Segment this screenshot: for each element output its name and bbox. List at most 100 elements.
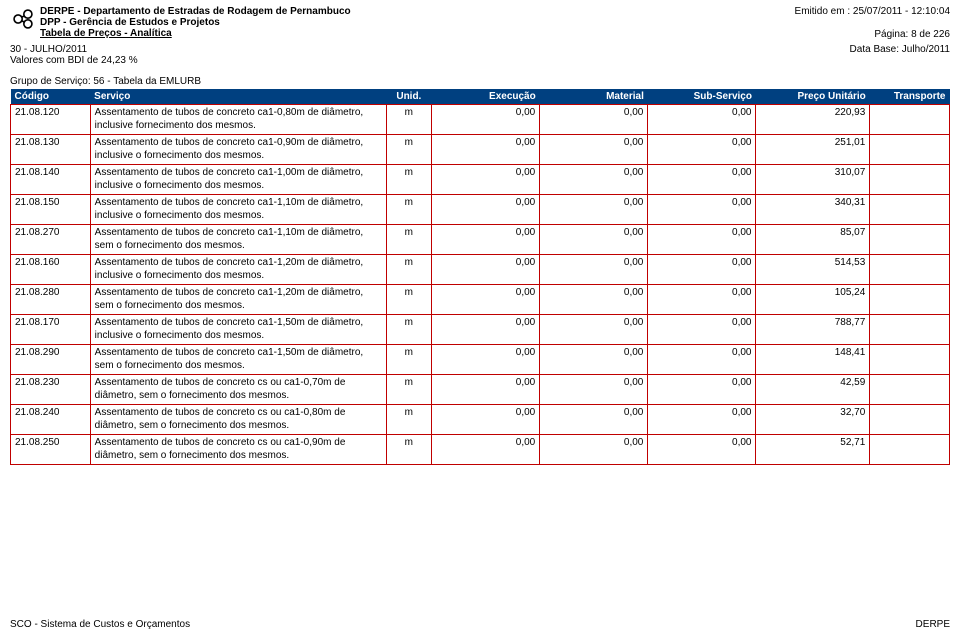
cell-codigo: 21.08.160 xyxy=(11,255,91,285)
footer-right: DERPE xyxy=(916,619,950,630)
cell-mat: 0,00 xyxy=(540,345,648,375)
col-pu: Preço Unitário xyxy=(756,89,870,105)
cell-exec: 0,00 xyxy=(432,105,540,135)
cell-servico: Assentamento de tubos de concreto cs ou … xyxy=(90,435,386,465)
cell-pu: 310,07 xyxy=(756,165,870,195)
cell-pu: 32,70 xyxy=(756,405,870,435)
cell-sub: 0,00 xyxy=(648,165,756,195)
cell-mat: 0,00 xyxy=(540,195,648,225)
cell-pu: 340,31 xyxy=(756,195,870,225)
cell-unid: m xyxy=(386,375,432,405)
col-codigo: Código xyxy=(11,89,91,105)
cell-unid: m xyxy=(386,345,432,375)
cell-sub: 0,00 xyxy=(648,105,756,135)
cell-unid: m xyxy=(386,135,432,165)
dept-name: DPP - Gerência de Estudos e Projetos xyxy=(40,17,795,28)
col-transp: Transporte xyxy=(870,89,950,105)
cell-exec: 0,00 xyxy=(432,405,540,435)
col-mat: Material xyxy=(540,89,648,105)
cell-exec: 0,00 xyxy=(432,345,540,375)
cell-transp xyxy=(870,225,950,255)
cell-codigo: 21.08.130 xyxy=(11,135,91,165)
cell-pu: 514,53 xyxy=(756,255,870,285)
cell-exec: 0,00 xyxy=(432,435,540,465)
org-name: DERPE - Departamento de Estradas de Roda… xyxy=(40,6,795,17)
cell-codigo: 21.08.230 xyxy=(11,375,91,405)
cell-pu: 105,24 xyxy=(756,285,870,315)
header-right: Emitido em : 25/07/2011 - 12:10:04 Págin… xyxy=(795,6,950,40)
cell-transp xyxy=(870,285,950,315)
cell-transp xyxy=(870,195,950,225)
cell-servico: Assentamento de tubos de concreto ca1-1,… xyxy=(90,315,386,345)
cell-servico: Assentamento de tubos de concreto ca1-1,… xyxy=(90,225,386,255)
cell-mat: 0,00 xyxy=(540,225,648,255)
cell-unid: m xyxy=(386,285,432,315)
emitted-date: Emitido em : 25/07/2011 - 12:10:04 xyxy=(795,6,950,17)
service-group-label: Grupo de Serviço: 56 - Tabela da EMLURB xyxy=(10,76,950,87)
col-subserv: Sub-Serviço xyxy=(648,89,756,105)
cell-servico: Assentamento de tubos de concreto ca1-0,… xyxy=(90,105,386,135)
table-row: 21.08.160Assentamento de tubos de concre… xyxy=(11,255,950,285)
cell-servico: Assentamento de tubos de concreto ca1-1,… xyxy=(90,345,386,375)
cell-transp xyxy=(870,315,950,345)
cell-sub: 0,00 xyxy=(648,315,756,345)
cell-servico: Assentamento de tubos de concreto ca1-1,… xyxy=(90,195,386,225)
table-row: 21.08.250Assentamento de tubos de concre… xyxy=(11,435,950,465)
cell-exec: 0,00 xyxy=(432,135,540,165)
logo-icon xyxy=(10,6,36,32)
cell-transp xyxy=(870,105,950,135)
cell-servico: Assentamento de tubos de concreto ca1-1,… xyxy=(90,255,386,285)
cell-codigo: 21.08.150 xyxy=(11,195,91,225)
cell-mat: 0,00 xyxy=(540,255,648,285)
cell-transp xyxy=(870,435,950,465)
table-row: 21.08.290Assentamento de tubos de concre… xyxy=(11,345,950,375)
table-row: 21.08.270Assentamento de tubos de concre… xyxy=(11,225,950,255)
cell-unid: m xyxy=(386,105,432,135)
page-number: Página: 8 de 226 xyxy=(795,29,950,40)
cell-sub: 0,00 xyxy=(648,405,756,435)
cell-sub: 0,00 xyxy=(648,225,756,255)
cell-exec: 0,00 xyxy=(432,285,540,315)
page-container: DERPE - Departamento de Estradas de Roda… xyxy=(0,0,960,634)
cell-pu: 52,71 xyxy=(756,435,870,465)
cell-pu: 42,59 xyxy=(756,375,870,405)
table-row: 21.08.120Assentamento de tubos de concre… xyxy=(11,105,950,135)
cell-transp xyxy=(870,165,950,195)
table-row: 21.08.140Assentamento de tubos de concre… xyxy=(11,165,950,195)
table-row: 21.08.230Assentamento de tubos de concre… xyxy=(11,375,950,405)
cell-sub: 0,00 xyxy=(648,345,756,375)
bdi-label: Valores com BDI de 24,23 % xyxy=(10,55,950,66)
period-label: 30 - JULHO/2011 xyxy=(10,44,87,55)
price-table: Código Serviço Unid. Execução Material S… xyxy=(10,89,950,465)
cell-codigo: 21.08.290 xyxy=(11,345,91,375)
cell-servico: Assentamento de tubos de concreto cs ou … xyxy=(90,375,386,405)
cell-codigo: 21.08.280 xyxy=(11,285,91,315)
cell-transp xyxy=(870,255,950,285)
cell-codigo: 21.08.140 xyxy=(11,165,91,195)
cell-transp xyxy=(870,405,950,435)
cell-mat: 0,00 xyxy=(540,315,648,345)
table-row: 21.08.240Assentamento de tubos de concre… xyxy=(11,405,950,435)
cell-exec: 0,00 xyxy=(432,225,540,255)
data-base-label: Data Base: Julho/2011 xyxy=(850,44,950,55)
cell-unid: m xyxy=(386,165,432,195)
cell-pu: 788,77 xyxy=(756,315,870,345)
cell-transp xyxy=(870,345,950,375)
cell-pu: 220,93 xyxy=(756,105,870,135)
cell-unid: m xyxy=(386,195,432,225)
footer-left: SCO - Sistema de Custos e Orçamentos xyxy=(10,619,190,630)
cell-codigo: 21.08.240 xyxy=(11,405,91,435)
cell-servico: Assentamento de tubos de concreto ca1-0,… xyxy=(90,135,386,165)
cell-pu: 85,07 xyxy=(756,225,870,255)
cell-mat: 0,00 xyxy=(540,375,648,405)
cell-mat: 0,00 xyxy=(540,105,648,135)
cell-mat: 0,00 xyxy=(540,135,648,165)
table-row: 21.08.280Assentamento de tubos de concre… xyxy=(11,285,950,315)
cell-transp xyxy=(870,375,950,405)
cell-sub: 0,00 xyxy=(648,375,756,405)
cell-codigo: 21.08.170 xyxy=(11,315,91,345)
cell-exec: 0,00 xyxy=(432,375,540,405)
table-row: 21.08.150Assentamento de tubos de concre… xyxy=(11,195,950,225)
cell-codigo: 21.08.120 xyxy=(11,105,91,135)
cell-sub: 0,00 xyxy=(648,195,756,225)
